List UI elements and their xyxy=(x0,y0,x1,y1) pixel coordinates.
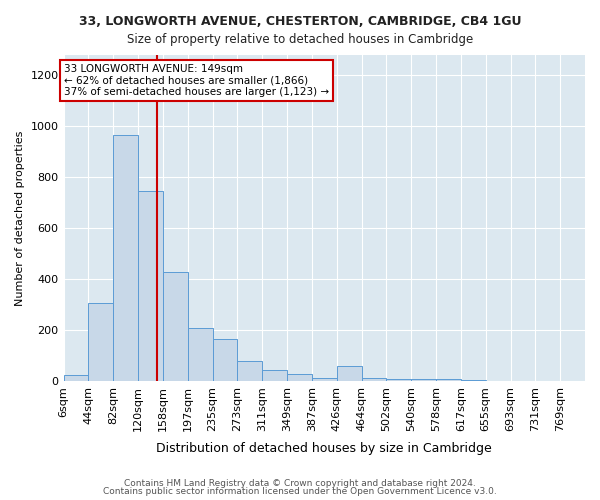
Bar xyxy=(436,380,461,381)
Bar xyxy=(212,339,238,381)
Bar xyxy=(88,302,113,381)
Bar xyxy=(386,379,411,381)
X-axis label: Distribution of detached houses by size in Cambridge: Distribution of detached houses by size … xyxy=(157,442,492,455)
Bar xyxy=(262,370,287,381)
Bar xyxy=(535,380,560,381)
Bar xyxy=(362,378,386,381)
Text: 33 LONGWORTH AVENUE: 149sqm
← 62% of detached houses are smaller (1,866)
37% of : 33 LONGWORTH AVENUE: 149sqm ← 62% of det… xyxy=(64,64,329,97)
Bar xyxy=(163,272,188,381)
Bar xyxy=(461,380,485,381)
Bar xyxy=(64,376,88,381)
Bar xyxy=(238,360,262,381)
Bar xyxy=(312,378,337,381)
Bar xyxy=(188,328,212,381)
Y-axis label: Number of detached properties: Number of detached properties xyxy=(15,130,25,306)
Bar xyxy=(287,374,312,381)
Text: Contains HM Land Registry data © Crown copyright and database right 2024.: Contains HM Land Registry data © Crown c… xyxy=(124,478,476,488)
Text: Size of property relative to detached houses in Cambridge: Size of property relative to detached ho… xyxy=(127,32,473,46)
Text: Contains public sector information licensed under the Open Government Licence v3: Contains public sector information licen… xyxy=(103,487,497,496)
Bar xyxy=(113,135,138,381)
Bar xyxy=(138,190,163,381)
Text: 33, LONGWORTH AVENUE, CHESTERTON, CAMBRIDGE, CB4 1GU: 33, LONGWORTH AVENUE, CHESTERTON, CAMBRI… xyxy=(79,15,521,28)
Bar xyxy=(337,366,362,381)
Bar xyxy=(485,380,511,381)
Bar xyxy=(411,379,436,381)
